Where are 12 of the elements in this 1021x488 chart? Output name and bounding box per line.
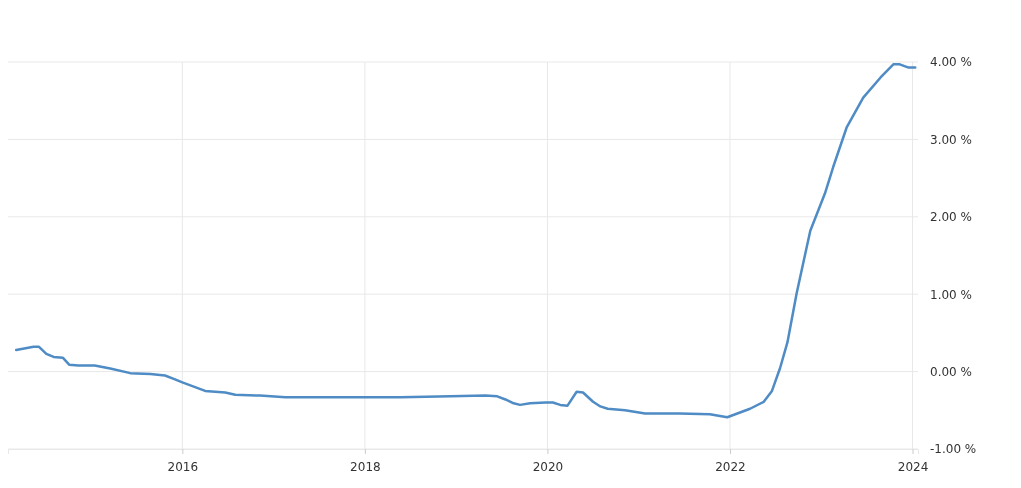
y-tick-label: 4.00 % [930,55,972,70]
y-tick-label: 1.00 % [930,287,972,302]
y-tick-label: 0.00 % [930,364,972,379]
x-tick-label: 2020 [532,460,564,475]
x-tick-label: 2024 [897,460,929,475]
y-tick-label: -1.00 % [930,442,977,457]
x-tick-label: 2018 [350,460,381,475]
y-tick-label: 3.00 % [930,132,972,147]
x-tick-label: 2022 [715,460,746,475]
x-tick-label: 2016 [167,460,199,475]
line-series [14,63,917,419]
y-tick-label: 2.00 % [930,210,972,225]
